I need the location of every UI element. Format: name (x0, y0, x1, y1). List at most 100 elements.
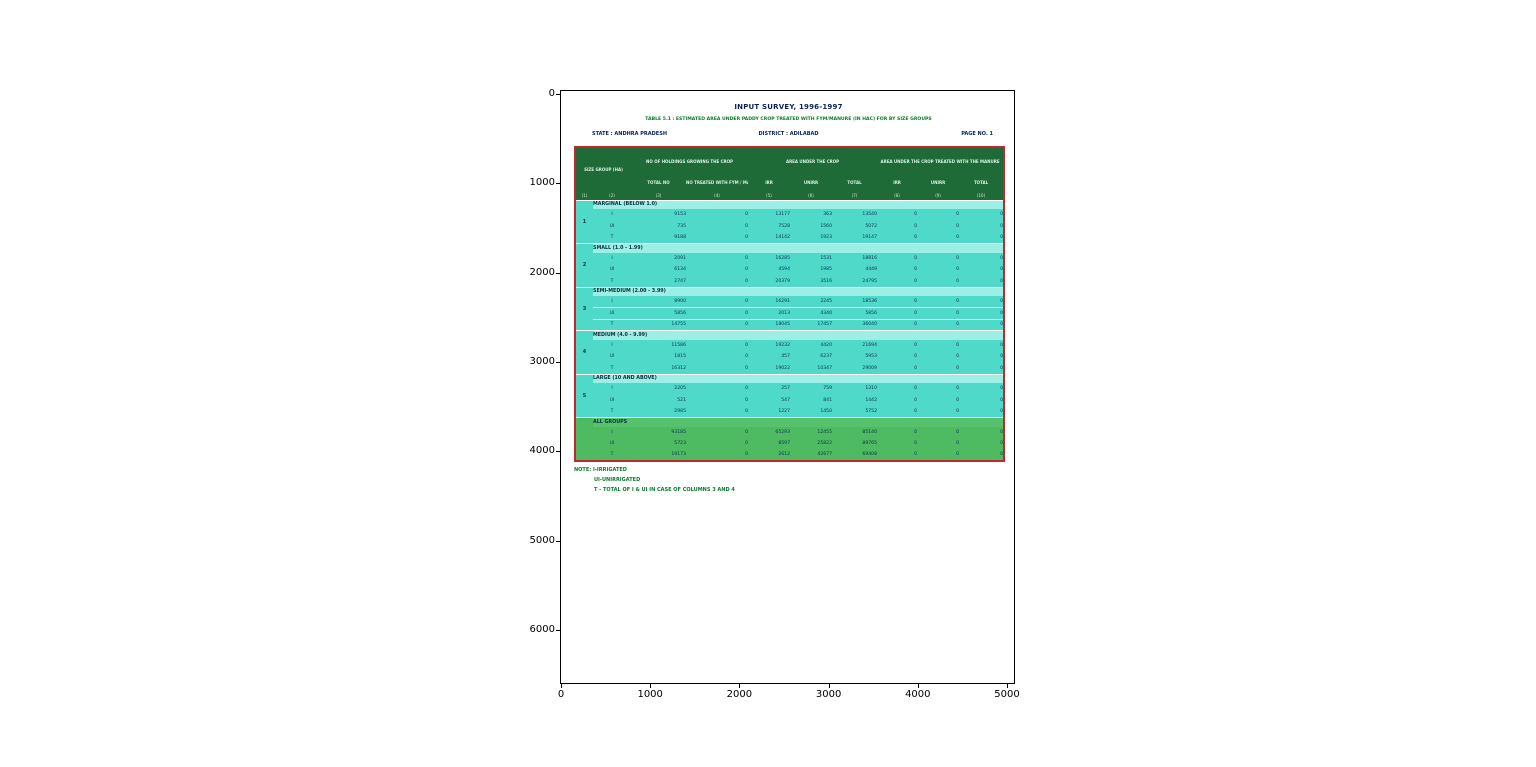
table-row: UI 6134 0 4594 1985 4449 0 0 0 (575, 264, 1005, 276)
table-cell: 0 (877, 275, 918, 287)
table-row: I 93185 0 65293 12455 85140 0 0 0 (575, 426, 1005, 438)
table-cell: 21694 (832, 339, 878, 351)
column-number: (4) (686, 191, 749, 200)
group-serial: 3 (575, 286, 593, 331)
table-row: 5 LARGE (10 AND ABOVE) (575, 373, 1005, 418)
table-row: 3 SEMI-MEDIUM (2.00 - 3.99) (575, 286, 1005, 331)
group-label: MEDIUM (4.0 - 9.99) (593, 330, 1005, 340)
table-cell: 257 (748, 383, 791, 395)
table-cell: 0 (959, 339, 1005, 351)
table-row: UI 735 0 7528 1560 5072 0 0 0 (575, 220, 1005, 232)
table-cell: 13540 (832, 209, 878, 221)
table-cell: 0 (686, 339, 749, 351)
y-tick-label: 3000 (529, 355, 555, 367)
table-cell: 0 (877, 339, 918, 351)
table-cell: 0 (959, 394, 1005, 406)
table-cell: 0 (917, 406, 960, 418)
th-sub: UNIRR (790, 174, 833, 191)
table-cell: 0 (959, 449, 1005, 461)
table-cell: 2245 (790, 296, 833, 308)
table-cell: 89765 (832, 438, 878, 450)
table-cell: 1531 (790, 252, 833, 264)
state-label: STATE : ANDHRA PRADESH (592, 131, 667, 137)
table-cell: 841 (790, 394, 833, 406)
table-cell: 521 (631, 394, 686, 406)
column-number: (8) (877, 191, 918, 200)
document-meta-row: STATE : ANDHRA PRADESH DISTRICT : ADILAB… (574, 131, 1003, 141)
irrigation-type: T (593, 362, 631, 374)
table-cell: 1310 (832, 383, 878, 395)
table-cell: 85140 (832, 426, 878, 438)
irrigation-type: T (593, 232, 631, 244)
table-cell: 0 (686, 264, 749, 276)
table-cell: 0 (917, 209, 960, 221)
table-cell: 1985 (790, 264, 833, 276)
table-cell: 0 (959, 296, 1005, 308)
document-title: INPUT SURVEY, 1996-1997 (734, 103, 843, 111)
table-cell: 0 (917, 252, 960, 264)
column-number: (5) (748, 191, 791, 200)
table-cell: 0 (917, 351, 960, 363)
table-row: ALL GROUPS (575, 417, 1005, 461)
table-cell: 0 (959, 209, 1005, 221)
note-line: T - TOTAL OF I & UI IN CASE OF COLUMNS 3… (594, 487, 735, 493)
column-number: (6) (790, 191, 833, 200)
table-row: I 2205 0 257 759 1310 0 0 0 (575, 383, 1005, 395)
table-cell: 18536 (832, 296, 878, 308)
table-cell: 24795 (832, 275, 878, 287)
table-cell: 19173 (631, 449, 686, 461)
table-cell: 0 (877, 252, 918, 264)
th-size-group: SIZE GROUP (HA) (575, 147, 631, 191)
column-number: (1) (575, 191, 593, 200)
irrigation-type: I (593, 252, 631, 264)
table-cell: 0 (917, 264, 960, 276)
table-cell: 0 (959, 252, 1005, 264)
document-table-title: TABLE 5.1 : ESTIMATED AREA UNDER PADDY C… (645, 117, 932, 122)
irrigation-type: I (593, 383, 631, 395)
group-label: ALL GROUPS (593, 417, 1005, 427)
table-row: T 16312 0 19022 10347 29009 0 0 0 (575, 362, 1005, 374)
table-cell: 25822 (790, 438, 833, 450)
table-cell: 16312 (631, 362, 686, 374)
table-cell: 0 (686, 209, 749, 221)
table-cell: 11586 (631, 339, 686, 351)
table-cell: 2013 (748, 307, 791, 320)
x-tick-label: 2000 (726, 689, 753, 700)
table-row: I 9153 0 13177 363 13540 0 0 0 (575, 209, 1005, 221)
table-cell: 13177 (748, 209, 791, 221)
group-serial: 2 (575, 243, 593, 287)
table-cell: 19147 (832, 232, 878, 244)
y-tick-mark (556, 451, 560, 453)
y-tick-mark (556, 272, 560, 274)
table-row: I 11586 0 19232 4420 21694 0 0 0 (575, 339, 1005, 351)
table-cell: 1923 (790, 232, 833, 244)
table-cell: 12455 (790, 426, 833, 438)
table-cell: 4449 (832, 264, 878, 276)
table-cell: 18045 (748, 319, 791, 331)
table-row: T 19173 0 2612 42677 69408 0 0 0 (575, 449, 1005, 461)
y-tick-label: 4000 (529, 445, 555, 457)
table-cell: 0 (917, 438, 960, 450)
table-cell: 0 (686, 220, 749, 232)
y-tick-mark (556, 629, 560, 631)
th-area-crop: AREA UNDER THE CROP (748, 147, 878, 174)
x-tick-mark (828, 684, 830, 688)
table-cell: 0 (686, 426, 749, 438)
th-sub: NO TREATED WITH FYM / MANURE (686, 174, 749, 191)
column-number: (3) (631, 191, 686, 200)
table-cell: 0 (959, 307, 1005, 320)
table-row: T 2985 0 1227 1450 5752 0 0 0 (575, 406, 1005, 418)
survey-table: SIZE GROUP (HA) NO OF HOLDINGS GROWING T… (574, 146, 1006, 462)
table-cell: 10347 (790, 362, 833, 374)
table-cell: 3516 (790, 275, 833, 287)
x-tick-label: 1000 (637, 689, 663, 700)
table-cell: 0 (959, 426, 1005, 438)
th-sub: UNIRR (917, 174, 960, 191)
table-row: UI 5856 0 2013 4340 5856 0 0 0 (575, 307, 1005, 320)
irrigation-type: T (593, 275, 631, 287)
table-cell: 65293 (748, 426, 791, 438)
table-row: UI 5723 0 8597 25822 89765 0 0 0 (575, 438, 1005, 450)
table-cell: 0 (686, 252, 749, 264)
table-cell: 2205 (631, 383, 686, 395)
table-cell: 0 (917, 383, 960, 395)
